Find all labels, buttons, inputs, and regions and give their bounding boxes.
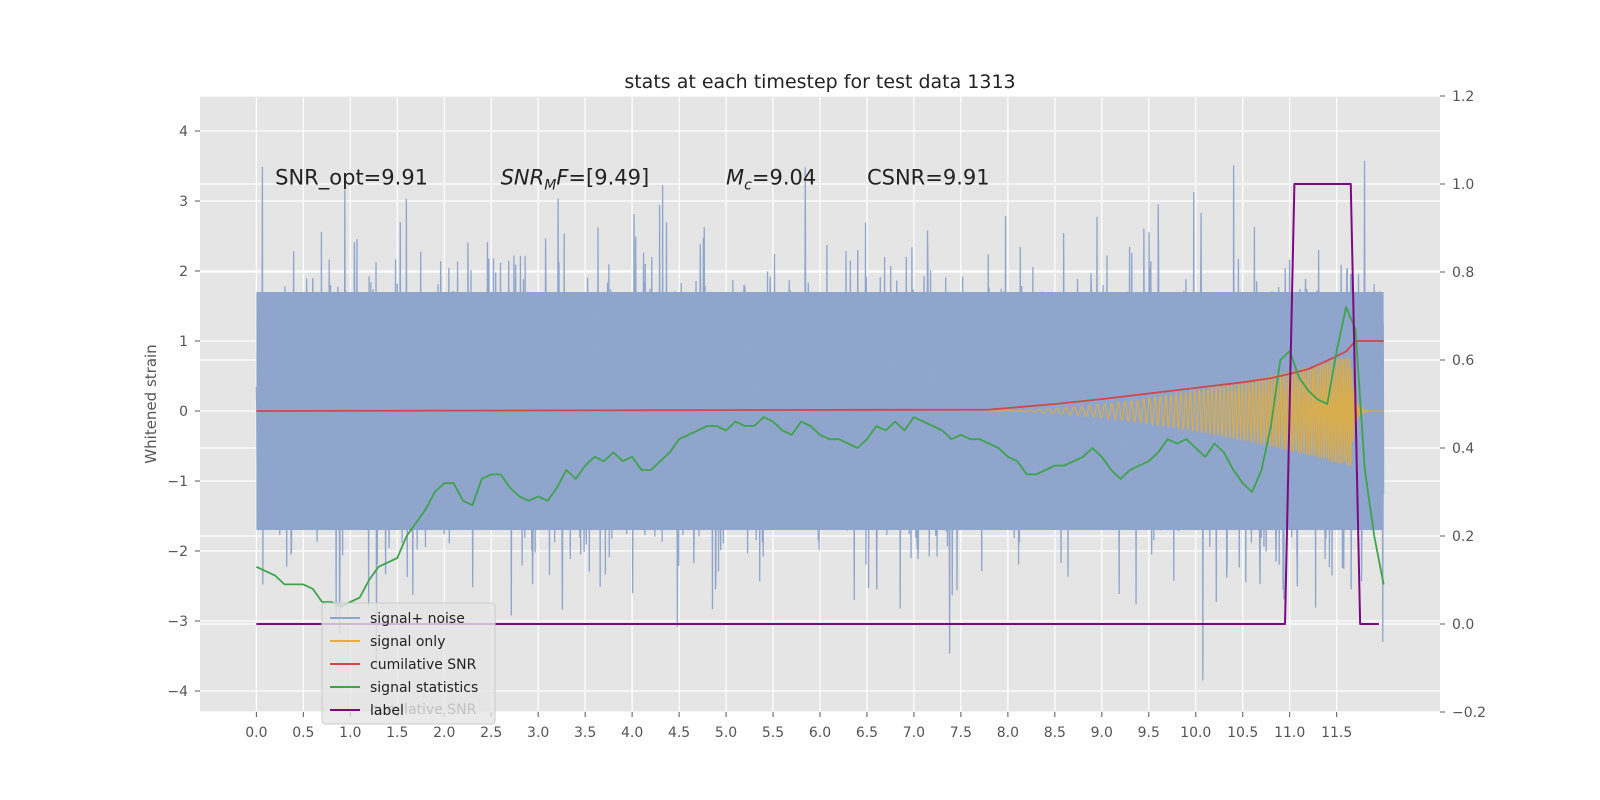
legend-ghost-label: cumilative SNR	[370, 702, 477, 718]
signal-only-line	[989, 355, 1384, 466]
x-tick-label-21: 10.5	[1227, 725, 1258, 741]
y-tick-label-4: 0	[179, 404, 188, 420]
x-tick-label-10: 5.0	[715, 725, 737, 741]
cumulative-snr-series	[256, 340, 1384, 412]
y-tick-label-8: −4	[167, 684, 188, 700]
x-tick-label-1: 0.5	[292, 725, 314, 741]
signal-statistics-line	[255, 306, 1385, 608]
x-tick-label-5: 2.5	[480, 725, 502, 741]
x-tick-label-22: 11.0	[1274, 725, 1305, 741]
x-tick-label-14: 7.0	[903, 725, 925, 741]
x-tick-label-8: 4.0	[621, 725, 643, 741]
x-tick-label-13: 6.5	[856, 725, 878, 741]
annotation-3: CSNR=9.91	[867, 166, 990, 190]
x-tick-label-2: 1.0	[339, 725, 361, 741]
legend-label-0: signal+ noise	[370, 611, 465, 627]
y-tick-label-6: −2	[167, 544, 188, 560]
y-tick-label-1: 3	[179, 194, 188, 210]
label-line	[256, 183, 1379, 625]
legend-label-3: signal statistics	[370, 680, 478, 696]
signal-statistics-series	[255, 306, 1385, 608]
x-tick-label-0: 0.0	[245, 725, 267, 741]
legend-label-2: cumilative SNR	[370, 657, 477, 673]
annotation-0: SNR_opt=9.91	[275, 166, 428, 191]
y2-tick-label-0: 1.2	[1452, 89, 1474, 105]
y2-tick-label-3: 0.6	[1452, 353, 1474, 369]
x-tick-label-11: 5.5	[762, 725, 784, 741]
annotations: SNR_opt=9.91 SNRMF=[9.49] Mc=9.04 CSNR=9.91	[275, 166, 989, 194]
y-tick-label-5: −1	[167, 474, 188, 490]
x-tick-label-9: 4.5	[668, 725, 690, 741]
x-tick-label-16: 8.0	[997, 725, 1019, 741]
x-tick-label-3: 1.5	[386, 725, 408, 741]
y-axis-right: 1.2 1.0 0.8 0.6 0.4 0.2 0.0 −0.2	[1440, 89, 1486, 721]
x-tick-label-15: 7.5	[950, 725, 972, 741]
x-tick-label-23: 11.5	[1321, 725, 1352, 741]
y-tick-label-2: 2	[179, 264, 188, 280]
x-tick-label-4: 2.0	[433, 725, 455, 741]
x-tick-label-19: 9.5	[1138, 725, 1160, 741]
signal-only-series	[989, 355, 1384, 466]
label-series	[256, 183, 1379, 625]
x-tick-label-17: 8.5	[1044, 725, 1066, 741]
legend-label-4: label	[370, 703, 404, 719]
annotation-2: Mc=9.04	[726, 166, 816, 194]
chart-title: stats at each timestep for test data 131…	[624, 71, 1015, 93]
y2-tick-label-1: 1.0	[1452, 177, 1474, 193]
y2-tick-label-5: 0.2	[1452, 529, 1474, 545]
y2-tick-label-4: 0.4	[1452, 441, 1474, 457]
x-tick-label-6: 3.0	[527, 725, 549, 741]
x-axis: 0.0 0.5 1.0 1.5 2.0 2.5 3.0 3.5 4.0 4.5 5.0 5.5 6.0 6…	[245, 712, 1352, 741]
y-axis-left: 4 3 2 1 0 −1 −2 −3 −4	[167, 124, 200, 700]
y-tick-label-3: 1	[179, 334, 188, 350]
legend-box	[321, 602, 496, 725]
y-axis-label: Whitened strain	[142, 344, 160, 463]
y-tick-label-7: −3	[167, 614, 188, 630]
x-tick-label-7: 3.5	[574, 725, 596, 741]
y2-tick-label-7: −0.2	[1452, 705, 1486, 721]
x-tick-label-12: 6.0	[809, 725, 831, 741]
cumulative-snr-line	[256, 340, 1384, 412]
x-tick-label-18: 9.0	[1091, 725, 1113, 741]
legend-label-1: signal only	[370, 634, 445, 650]
y2-tick-label-6: 0.0	[1452, 617, 1474, 633]
legend: cumilative SNR signal+ noise signal only cu…	[321, 602, 496, 725]
y2-tick-label-2: 0.8	[1452, 265, 1474, 281]
annotation-1: SNRMF=[9.49]	[501, 166, 650, 194]
y-tick-label-0: 4	[179, 124, 188, 140]
x-tick-label-20: 10.0	[1180, 725, 1211, 741]
